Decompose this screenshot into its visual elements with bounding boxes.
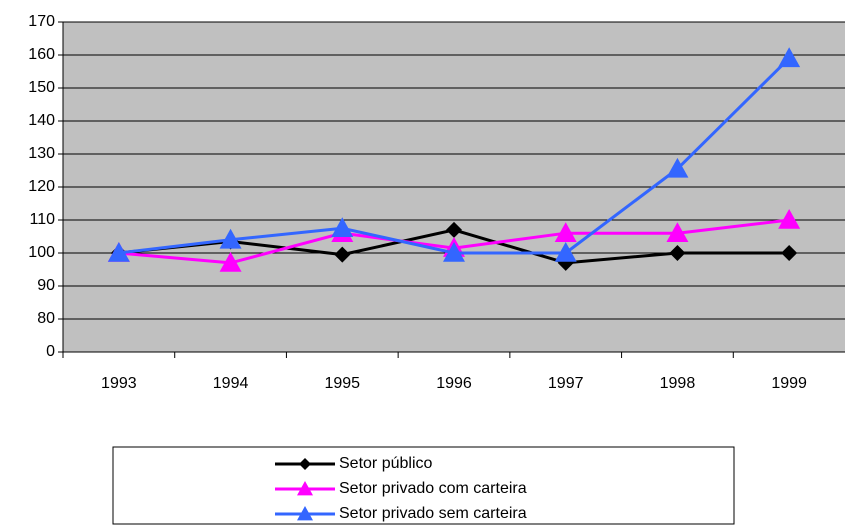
- data-point: [446, 221, 462, 238]
- x-tick-label: 1994: [213, 375, 249, 392]
- x-tick-label: 1999: [771, 375, 807, 392]
- data-point: [219, 251, 242, 272]
- y-tick-label: 120: [28, 178, 55, 195]
- x-tick-label: 1997: [548, 375, 584, 392]
- data-point: [778, 209, 801, 229]
- y-tick-label: 130: [28, 145, 55, 162]
- x-tick-label: 1998: [660, 375, 696, 392]
- data-point: [554, 222, 577, 242]
- data-point: [666, 157, 689, 178]
- data-point: [334, 246, 351, 263]
- legend-marker: [299, 458, 311, 470]
- y-tick-label: 140: [28, 112, 55, 129]
- data-point: [219, 228, 242, 249]
- data-point: [669, 245, 686, 261]
- legend-marker: [297, 481, 313, 496]
- legend-marker: [297, 506, 313, 521]
- y-tick-label: 90: [37, 277, 55, 294]
- y-tick-label: 170: [28, 13, 55, 30]
- y-tick-label: 100: [28, 244, 55, 261]
- data-point: [554, 242, 577, 262]
- x-tick-label: 1993: [101, 375, 137, 392]
- y-tick-label: 160: [28, 46, 55, 63]
- data-point: [778, 47, 801, 68]
- data-point: [443, 242, 465, 262]
- y-tick-label: 150: [28, 79, 55, 96]
- data-point: [666, 222, 689, 242]
- y-tick-label: 110: [29, 211, 55, 228]
- legend-label: Setor privado sem carteira: [339, 505, 527, 522]
- legend-box: [112, 446, 735, 525]
- x-tick-label: 1996: [436, 375, 472, 392]
- data-point: [331, 217, 354, 238]
- y-tick-label: 80: [37, 310, 55, 327]
- x-tick-label: 1995: [324, 375, 360, 392]
- data-point: [107, 242, 130, 262]
- y-tick-label: 0: [46, 343, 55, 360]
- legend-label: Setor privado com carteira: [339, 480, 527, 497]
- data-point: [781, 245, 798, 261]
- legend-label: Setor público: [339, 455, 432, 472]
